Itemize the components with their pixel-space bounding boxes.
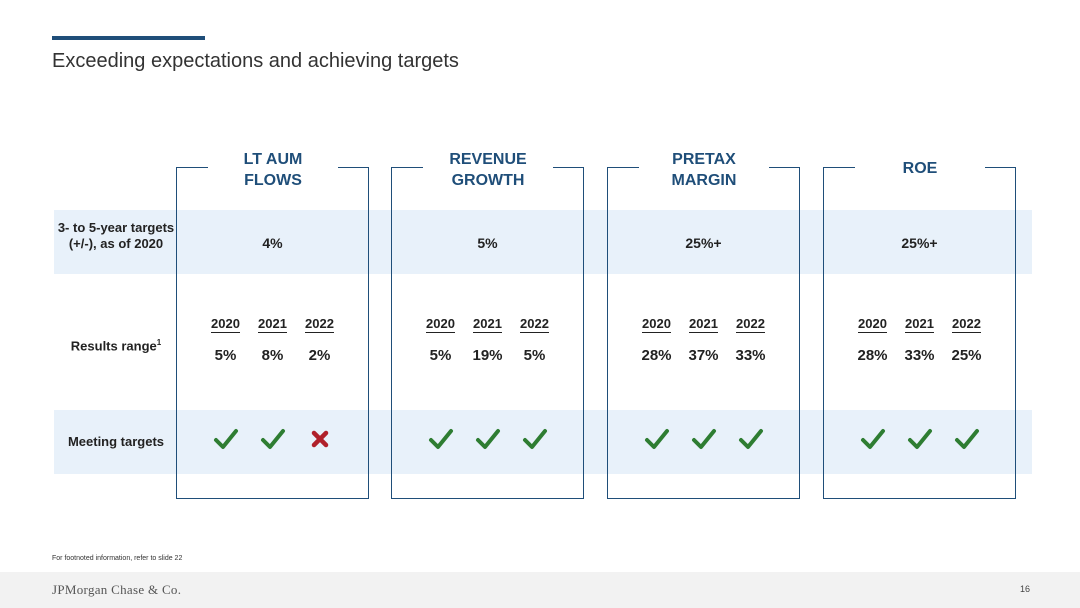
result-value: 5% [523,347,546,364]
meeting-marks [607,424,800,454]
title-accent-line [52,36,205,40]
check-icon [464,424,511,454]
result-value: 28% [641,347,672,364]
result-value: 19% [472,347,503,364]
footer-bar [0,572,1080,608]
target-value: 4% [262,235,283,251]
check-icon [202,424,249,454]
result-value: 5% [429,347,452,364]
result-value: 2% [308,347,331,364]
targets-band [54,210,1032,274]
result-value: 8% [261,347,284,364]
result-value: 5% [214,347,237,364]
results-row-label: Results range1 [54,335,178,354]
target-value: 25%+ [901,235,938,251]
meeting-marks [823,424,1016,454]
year-row: 2020 2021 2022 [176,316,369,333]
meeting-marks [391,424,584,454]
year-label: 2020 [211,316,240,333]
column-heading-line1: REVENUE [449,151,527,168]
check-icon [249,424,296,454]
check-icon [849,424,896,454]
year-label: 2021 [258,316,287,333]
column-heading-line1: LT AUM [243,151,303,168]
year-row: 2020 2021 2022 [823,316,1016,333]
results-row: 28% 33% 25% [823,347,1016,364]
check-icon [417,424,464,454]
year-label: 2020 [426,316,455,333]
check-icon [943,424,990,454]
meeting-row-label: Meeting targets [67,434,165,449]
column-heading-line2: FLOWS [244,172,302,189]
check-icon [511,424,558,454]
year-label: 2021 [905,316,934,333]
year-label: 2020 [642,316,671,333]
column-heading-lt-aum-flows: LT AUM FLOWS [208,149,338,191]
year-label: 2022 [520,316,549,333]
column-heading-line1: PRETAX [672,151,736,168]
year-label: 2022 [736,316,765,333]
cross-icon [296,424,343,454]
column-heading-line1: ROE [902,160,938,177]
result-value: 25% [951,347,982,364]
slide-title: Exceeding expectations and achieving tar… [52,50,459,72]
page-number: 16 [1019,584,1030,594]
column-heading-line2: MARGIN [671,172,737,189]
column-heading-roe: ROE [855,158,985,179]
year-label: 2022 [952,316,981,333]
target-value: 25%+ [685,235,722,251]
company-logo: JPMorgan Chase & Co. [52,582,182,597]
targets-row-label: 3- to 5-year targets (+/-), as of 2020 [57,220,175,251]
results-row-label-text: Results range [70,338,157,354]
year-label: 2022 [305,316,334,333]
result-value: 33% [904,347,935,364]
result-value: 37% [688,347,719,364]
result-value: 33% [735,347,766,364]
column-heading-pretax-margin: PRETAX MARGIN [639,149,769,191]
check-icon [633,424,680,454]
check-icon [680,424,727,454]
meeting-marks [176,424,369,454]
year-row: 2020 2021 2022 [391,316,584,333]
results-row: 5% 19% 5% [391,347,584,364]
target-value: 5% [477,235,498,251]
year-row: 2020 2021 2022 [607,316,800,333]
year-label: 2020 [858,316,887,333]
footnote: For footnoted information, refer to slid… [52,555,183,562]
check-icon [727,424,774,454]
results-row: 28% 37% 33% [607,347,800,364]
column-heading-revenue-growth: REVENUE GROWTH [423,149,553,191]
year-label: 2021 [473,316,502,333]
column-heading-line2: GROWTH [451,172,525,189]
result-value: 28% [857,347,888,364]
results-row: 5% 8% 2% [176,347,369,364]
check-icon [896,424,943,454]
results-footnote-marker: 1 [156,338,162,347]
year-label: 2021 [689,316,718,333]
